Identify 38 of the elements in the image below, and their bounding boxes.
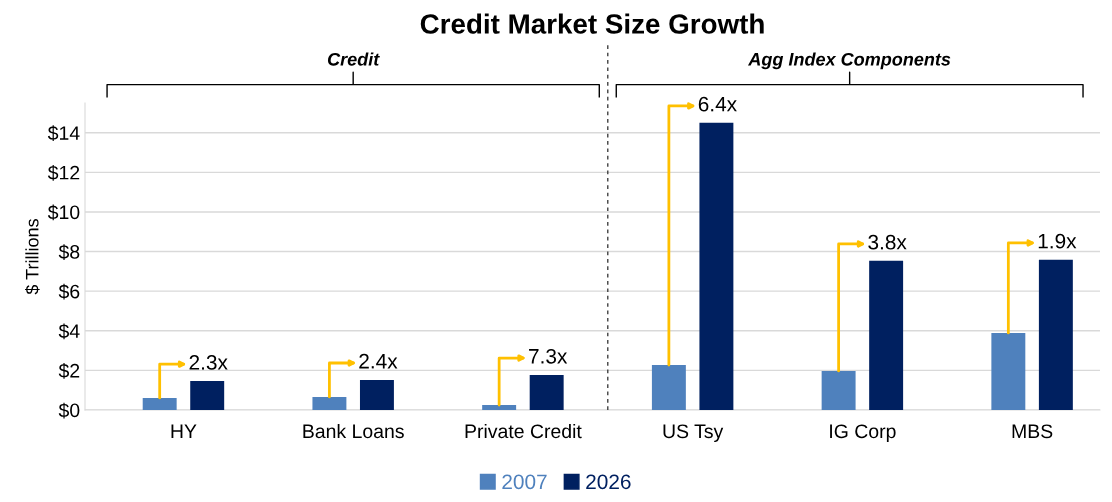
y-tick-label: $14: [47, 125, 80, 142]
annotation: 7.3x: [529, 348, 568, 364]
annotation: 6.4x: [698, 96, 737, 112]
y-tick-label: $8: [58, 244, 80, 260]
bar: [312, 396, 347, 410]
text: Agg Index Components: [747, 52, 951, 70]
bar: [869, 260, 904, 410]
y-tick-label: $12: [47, 164, 80, 181]
annotation: 3.8x: [868, 234, 907, 250]
x-tick-label: MBS: [1012, 424, 1053, 439]
bar: [142, 397, 177, 410]
x-tick-label: Bank Loans: [303, 423, 404, 439]
chart-title: Credit Market Size Growth: [420, 13, 764, 34]
bar: [359, 379, 394, 410]
bar: [651, 365, 686, 410]
legend-label: 2007: [502, 474, 547, 490]
y-tick-label: $10: [47, 204, 80, 221]
x-tick-label: HY: [171, 424, 197, 438]
x-tick-label: IG Corp: [830, 424, 896, 443]
y-tick-label: $0: [58, 402, 80, 419]
bar: [190, 381, 225, 410]
annotation: 2.4x: [359, 353, 398, 369]
bar: [699, 122, 734, 410]
bar: [991, 332, 1026, 410]
y-tick-label: $4: [58, 323, 80, 340]
legend-label: 2026: [586, 474, 631, 490]
x-tick-label: Private Credit: [465, 423, 582, 439]
x-tick-label: US Tsy: [663, 424, 724, 443]
y-tick-label: $2: [58, 363, 80, 379]
bar: [1038, 259, 1073, 410]
annotation: 1.9x: [1038, 233, 1077, 249]
annotation: 2.3x: [189, 355, 228, 370]
bar: [821, 370, 856, 410]
bar: [529, 374, 564, 410]
y-axis-title: $ Trillions: [25, 219, 40, 295]
y-tick-label: $6: [58, 283, 80, 300]
text: Credit: [327, 52, 380, 66]
bar: [482, 405, 517, 410]
